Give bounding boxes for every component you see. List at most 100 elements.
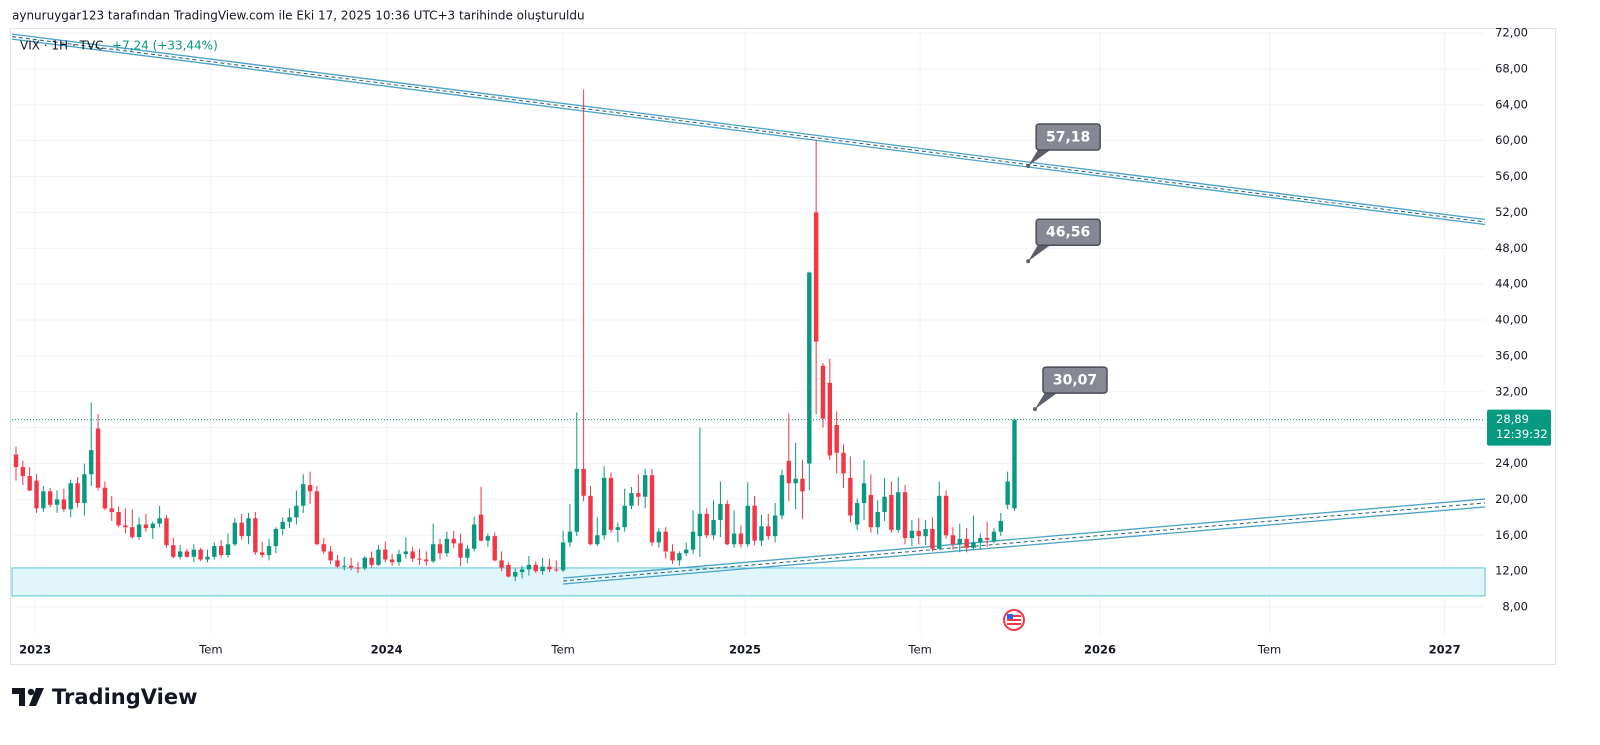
candle-body xyxy=(177,551,183,557)
y-tick-label: 40,00 xyxy=(1495,313,1528,327)
trend-line-mid xyxy=(563,502,1486,582)
candle-body xyxy=(355,567,361,569)
candle-body xyxy=(444,538,450,554)
candle-body xyxy=(396,554,402,563)
grid: 8,0012,0016,0020,0024,0028,0032,0036,004… xyxy=(12,26,1528,657)
candle-body xyxy=(458,543,463,558)
x-tick-label: Tem xyxy=(550,643,574,657)
candle-body xyxy=(492,536,497,561)
candle-body xyxy=(554,569,559,571)
candle-body xyxy=(813,212,819,342)
candle-body xyxy=(143,524,149,529)
x-tick-label: 2027 xyxy=(1429,643,1461,657)
candle-body xyxy=(266,546,272,556)
candle-body xyxy=(588,495,593,545)
candle-body xyxy=(164,518,169,546)
candle-body xyxy=(697,513,703,537)
candle-body xyxy=(314,491,320,545)
candle-body xyxy=(321,544,326,552)
candle-body xyxy=(424,559,429,562)
candle-body xyxy=(472,524,477,549)
candle-body xyxy=(930,529,935,549)
candle-body xyxy=(307,485,313,492)
y-tick-label: 24,00 xyxy=(1495,456,1528,470)
candle-body xyxy=(136,524,142,538)
callout-point xyxy=(1032,407,1037,412)
candle-body xyxy=(567,531,573,543)
candle-body xyxy=(642,475,648,497)
candle-body xyxy=(34,480,39,509)
candle-body xyxy=(82,474,87,503)
candle-body xyxy=(649,475,655,543)
candle-body xyxy=(519,569,525,573)
candle-body xyxy=(971,542,976,548)
callout-box xyxy=(1035,218,1101,246)
candle-body xyxy=(937,495,942,549)
candle-body xyxy=(978,537,983,543)
candle-body xyxy=(574,468,579,532)
candle-body xyxy=(690,531,696,550)
candle-body xyxy=(20,467,26,477)
candle-body xyxy=(294,505,299,518)
candle-body xyxy=(61,499,67,510)
candle-body xyxy=(198,549,203,560)
candle-body xyxy=(923,529,928,537)
candle-body xyxy=(191,549,197,557)
candle-body xyxy=(123,525,128,528)
candle-body xyxy=(595,535,600,545)
flag-icon xyxy=(1003,609,1025,631)
callout-point xyxy=(1026,259,1031,264)
callout-label: 30,07 xyxy=(1053,373,1097,389)
candle-body xyxy=(451,538,456,544)
price-tag xyxy=(1487,409,1551,446)
y-tick-label: 56,00 xyxy=(1495,169,1528,183)
candle-body xyxy=(342,565,347,567)
candle-body xyxy=(854,502,860,525)
candle-body xyxy=(218,546,224,556)
x-tick-label: Tem xyxy=(198,643,222,657)
y-tick-label: 12,00 xyxy=(1495,564,1528,578)
candle-body xyxy=(916,530,921,537)
trend-line xyxy=(563,498,1486,579)
callout-pointer xyxy=(1028,241,1051,262)
x-tick-label: 2023 xyxy=(19,643,51,657)
header-text: aynuruygar123 tarafından TradingView.com… xyxy=(12,9,585,23)
candle-body xyxy=(499,560,504,568)
candle-body xyxy=(807,272,812,464)
candle-body xyxy=(718,503,723,521)
candle-body xyxy=(362,557,367,569)
candle-body xyxy=(950,535,956,545)
candle-body xyxy=(205,556,210,560)
candle-body xyxy=(478,514,484,541)
candle-body xyxy=(526,564,532,570)
candle-body xyxy=(820,365,826,419)
candle-body xyxy=(868,494,874,528)
candle-body xyxy=(260,552,265,556)
candle-body xyxy=(246,518,251,537)
countdown: 12:39:32 xyxy=(1496,427,1548,441)
candle-body xyxy=(841,452,846,474)
trend-line xyxy=(563,506,1486,585)
candle-body xyxy=(212,546,217,557)
candle-body xyxy=(882,496,887,512)
y-tick-label: 32,00 xyxy=(1495,384,1528,398)
candle-body xyxy=(547,566,552,570)
callout-pointer xyxy=(1028,145,1051,166)
x-tick-label: Tem xyxy=(907,643,931,657)
candle-body xyxy=(800,478,805,492)
candle-body xyxy=(116,511,121,526)
candle-body xyxy=(328,551,333,561)
candle-body xyxy=(75,483,80,503)
candle-body xyxy=(27,476,32,491)
x-tick-label: Tem xyxy=(1257,643,1281,657)
x-tick-label: 2026 xyxy=(1084,643,1116,657)
candle-body xyxy=(957,538,962,545)
trend-line xyxy=(11,38,1486,226)
candle-body xyxy=(506,564,511,577)
candle-body xyxy=(383,549,388,560)
candle-body xyxy=(615,527,621,530)
candle-body xyxy=(403,551,409,555)
chart-frame xyxy=(10,28,1556,665)
candle-body xyxy=(629,493,634,506)
